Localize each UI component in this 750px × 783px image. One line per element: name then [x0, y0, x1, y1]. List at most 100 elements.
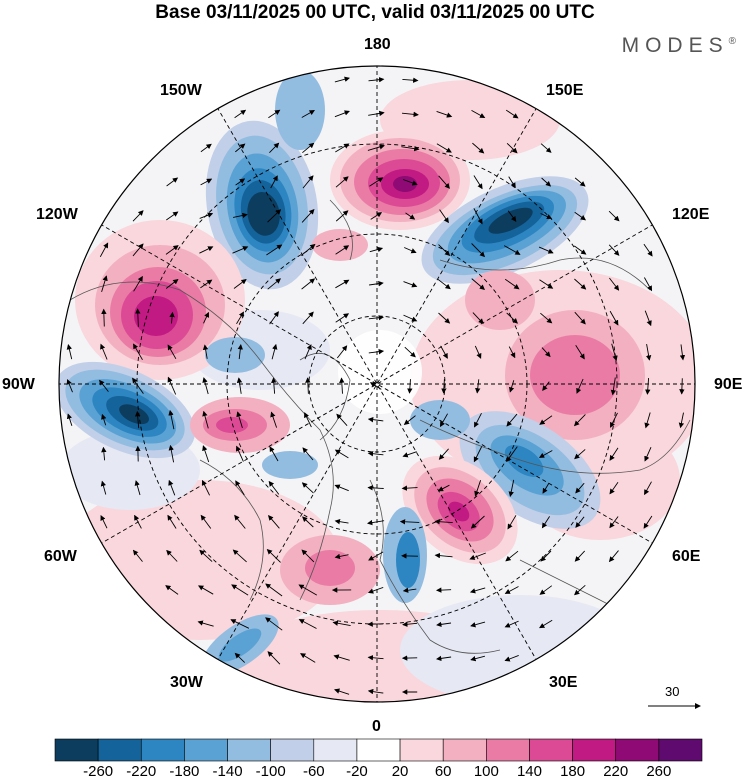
wind-vector	[469, 587, 486, 594]
wind-vector	[437, 278, 451, 290]
wind-vector	[237, 344, 243, 360]
modes-logo: MODES®	[622, 34, 736, 58]
wind-vector	[198, 585, 214, 595]
wind-vector	[199, 549, 213, 562]
wind-vector	[438, 312, 451, 324]
wind-vector	[644, 447, 652, 462]
wind-vector	[474, 345, 482, 359]
wind-vector	[471, 110, 486, 119]
wind-vector	[434, 552, 453, 559]
colorbar-cell	[572, 738, 617, 762]
wind-vector	[472, 312, 484, 325]
wind-vector	[679, 344, 686, 361]
wind-vector	[470, 515, 485, 529]
wind-vector	[101, 413, 107, 426]
colorbar-tick-label: 60	[434, 763, 452, 780]
wind-vector	[270, 411, 278, 428]
wind-vector	[439, 209, 449, 224]
wind-vector	[645, 377, 651, 395]
wind-vector	[167, 514, 177, 529]
wind-vector	[66, 378, 73, 393]
wind-vector	[679, 378, 685, 395]
wind-vector	[334, 449, 349, 459]
wind-vector	[475, 379, 481, 394]
wind-vector	[99, 242, 109, 258]
wind-vector	[66, 413, 73, 426]
wind-vector	[168, 479, 176, 496]
wind-vector	[474, 412, 482, 428]
wind-vector	[609, 516, 619, 529]
wind-vector	[440, 345, 448, 359]
wind-vector	[132, 243, 144, 257]
wind-vector	[165, 585, 179, 595]
wind-vector	[540, 213, 553, 220]
wind-vector	[370, 212, 383, 220]
wind-vector	[402, 179, 418, 186]
wind-vector	[202, 410, 209, 429]
colorbar-tick-label: 220	[603, 763, 629, 780]
wind-vector	[611, 343, 618, 362]
wind-vector	[166, 549, 178, 562]
wind-vector	[576, 378, 584, 394]
wind-vector	[401, 485, 418, 491]
wind-vector	[334, 110, 350, 118]
wind-vector	[608, 244, 620, 256]
wind-vector	[404, 247, 417, 254]
wind-vector	[367, 688, 384, 695]
wind-vector	[200, 143, 212, 153]
colorbar-tick-label: -100	[255, 763, 286, 780]
wind-vector	[99, 379, 109, 392]
wind-vector	[508, 479, 515, 497]
wind-vector	[335, 313, 350, 323]
wind-vector	[574, 550, 586, 562]
wind-vector	[538, 246, 554, 254]
colorbar-tick-label: 260	[646, 763, 672, 780]
wind-vector	[436, 110, 453, 118]
wind-vector	[402, 451, 417, 458]
wind-vector	[271, 343, 278, 360]
colorbar-cell	[442, 738, 487, 762]
reference-vector-label: 30	[665, 684, 680, 699]
wind-vector	[441, 379, 447, 394]
wind-vector	[301, 278, 316, 290]
wind-vector	[508, 380, 515, 393]
wind-vector	[505, 109, 519, 119]
wind-vector	[200, 514, 212, 529]
wind-vector	[165, 245, 179, 255]
wind-vector	[574, 311, 586, 325]
wind-vector	[540, 143, 552, 153]
wind-vector	[644, 277, 653, 292]
wind-vector	[574, 177, 586, 187]
wind-vector	[339, 377, 345, 394]
wind-vector	[643, 515, 653, 529]
colorbar-cell	[227, 738, 271, 762]
wind-vector	[302, 447, 314, 461]
wind-vector	[573, 414, 586, 427]
wind-vector	[644, 412, 651, 429]
wind-vector	[404, 346, 416, 358]
wind-vector	[335, 143, 350, 153]
wind-vector	[504, 620, 519, 628]
wind-vector	[609, 482, 619, 495]
wind-vector	[266, 244, 283, 256]
ridge-105w	[75, 220, 245, 380]
wind-vector	[541, 177, 552, 187]
wind-vector	[367, 655, 384, 661]
wind-vector	[266, 548, 281, 563]
colorbar-tick-label: -180	[169, 763, 200, 780]
wind-vector	[202, 445, 210, 463]
trough-120e	[421, 176, 589, 284]
wind-vector	[101, 308, 107, 327]
wind-vector	[505, 550, 519, 562]
ridge-75w	[190, 397, 290, 453]
wind-vector	[202, 377, 209, 395]
wind-vector	[268, 515, 280, 529]
wind-vector	[608, 210, 620, 222]
wind-vector	[167, 344, 177, 360]
wind-vector	[199, 246, 214, 254]
wind-vector	[100, 480, 107, 495]
wind-vector	[267, 651, 281, 665]
lon-label-60e: 60E	[672, 548, 701, 565]
small-trough-north	[275, 70, 325, 150]
